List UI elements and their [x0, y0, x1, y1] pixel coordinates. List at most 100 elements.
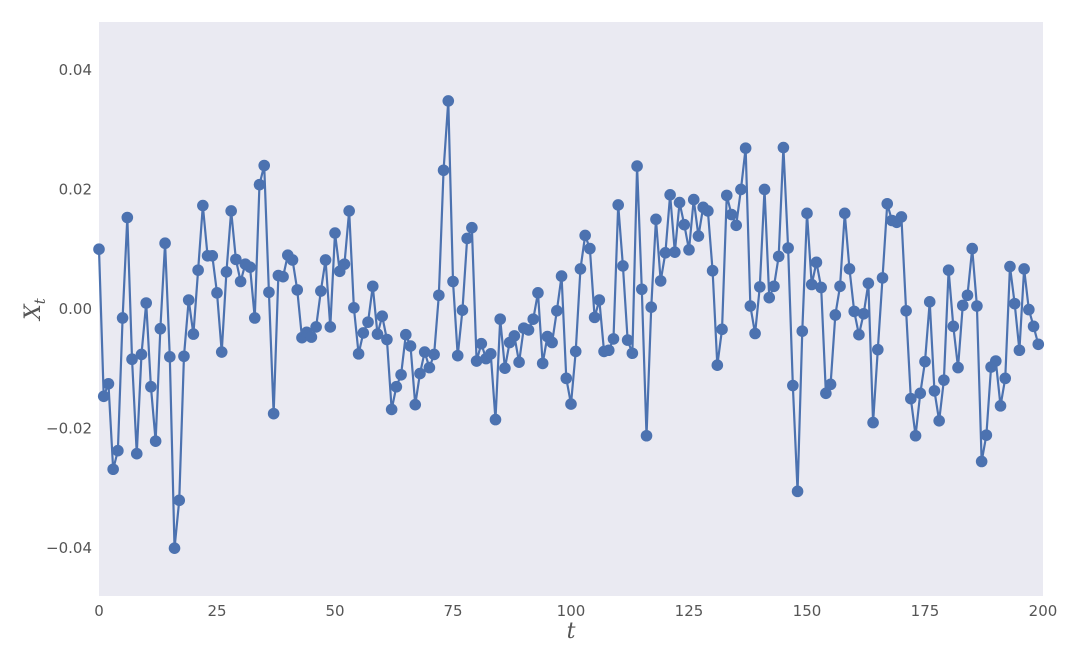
data-point	[867, 416, 879, 429]
y-tick-label: −0.02	[46, 420, 92, 438]
x-tick-label: 200	[1029, 602, 1058, 620]
data-point	[315, 285, 327, 297]
data-point	[286, 254, 299, 266]
y-axis-label-main: X	[21, 303, 46, 322]
data-point	[938, 374, 950, 386]
data-point	[234, 275, 247, 288]
data-point	[173, 494, 186, 507]
data-point	[607, 333, 620, 345]
data-point	[711, 359, 724, 372]
data-point	[678, 218, 691, 231]
data-point	[853, 328, 865, 341]
data-point	[366, 280, 379, 293]
data-point	[933, 415, 945, 427]
data-point	[843, 263, 856, 275]
data-point	[805, 278, 818, 291]
data-point	[97, 390, 110, 403]
data-point	[159, 237, 171, 250]
data-point	[513, 356, 525, 369]
data-point	[905, 392, 917, 405]
data-point	[215, 346, 228, 358]
data-point	[418, 346, 431, 358]
data-point	[437, 164, 450, 177]
data-point	[720, 189, 733, 202]
data-point	[730, 219, 742, 232]
data-point	[838, 207, 851, 220]
data-point	[796, 325, 809, 337]
data-point	[768, 280, 780, 293]
data-point	[352, 348, 365, 360]
x-tick-label: 50	[325, 602, 344, 620]
data-point	[253, 178, 266, 191]
data-point	[423, 361, 436, 374]
data-point	[829, 309, 842, 321]
data-point	[763, 291, 776, 304]
data-point	[919, 355, 931, 368]
data-point	[999, 372, 1012, 385]
data-point	[192, 264, 204, 276]
data-point	[484, 348, 497, 360]
data-point	[381, 333, 393, 346]
data-point	[579, 229, 591, 242]
data-point	[640, 429, 653, 442]
data-point	[310, 321, 322, 333]
data-point	[1008, 297, 1021, 310]
data-point	[376, 310, 389, 322]
data-point	[801, 207, 813, 220]
data-point	[154, 322, 167, 335]
data-point	[881, 197, 894, 210]
y-tick-label: −0.04	[46, 539, 92, 557]
data-point	[876, 272, 889, 284]
data-point	[914, 387, 927, 400]
data-point	[428, 348, 440, 361]
data-point	[673, 196, 686, 209]
data-point	[395, 368, 407, 381]
data-point	[532, 287, 544, 299]
data-point	[461, 232, 473, 245]
data-point	[409, 398, 422, 411]
data-point	[1032, 338, 1045, 351]
data-point	[140, 297, 152, 309]
data-point	[631, 160, 643, 172]
data-point	[692, 230, 705, 242]
data-point	[555, 270, 568, 282]
data-point	[923, 296, 936, 308]
data-point	[909, 429, 922, 442]
data-point	[390, 380, 403, 393]
data-point	[683, 244, 695, 256]
data-point	[1018, 263, 1030, 275]
data-point	[494, 313, 507, 325]
data-point	[277, 270, 289, 283]
x-tick-label: 175	[911, 602, 940, 620]
data-point	[442, 95, 455, 107]
x-tick-label: 25	[207, 602, 226, 620]
series-layer	[93, 95, 1045, 554]
x-axis: 0 25 50 75 100 125 150 175 200	[94, 602, 1057, 620]
data-point	[433, 289, 445, 302]
data-point	[947, 320, 960, 333]
data-point	[522, 324, 535, 336]
data-point	[1013, 344, 1026, 357]
data-point	[942, 264, 955, 276]
y-tick-label: 0.00	[59, 300, 92, 318]
data-point	[456, 304, 469, 317]
series-line	[97, 99, 1040, 550]
data-point	[560, 372, 573, 385]
data-point	[225, 205, 237, 217]
x-axis-label: t	[567, 619, 576, 644]
x-tick-label: 150	[793, 602, 822, 620]
data-point	[565, 398, 577, 410]
data-point	[956, 299, 969, 312]
data-point	[470, 355, 483, 367]
data-point	[324, 321, 337, 333]
data-point	[130, 447, 143, 460]
data-point	[357, 327, 370, 339]
data-point	[475, 337, 488, 350]
data-point	[791, 485, 804, 498]
data-point	[810, 256, 823, 269]
data-point	[787, 379, 799, 392]
data-point	[187, 328, 200, 340]
data-point	[536, 357, 549, 370]
